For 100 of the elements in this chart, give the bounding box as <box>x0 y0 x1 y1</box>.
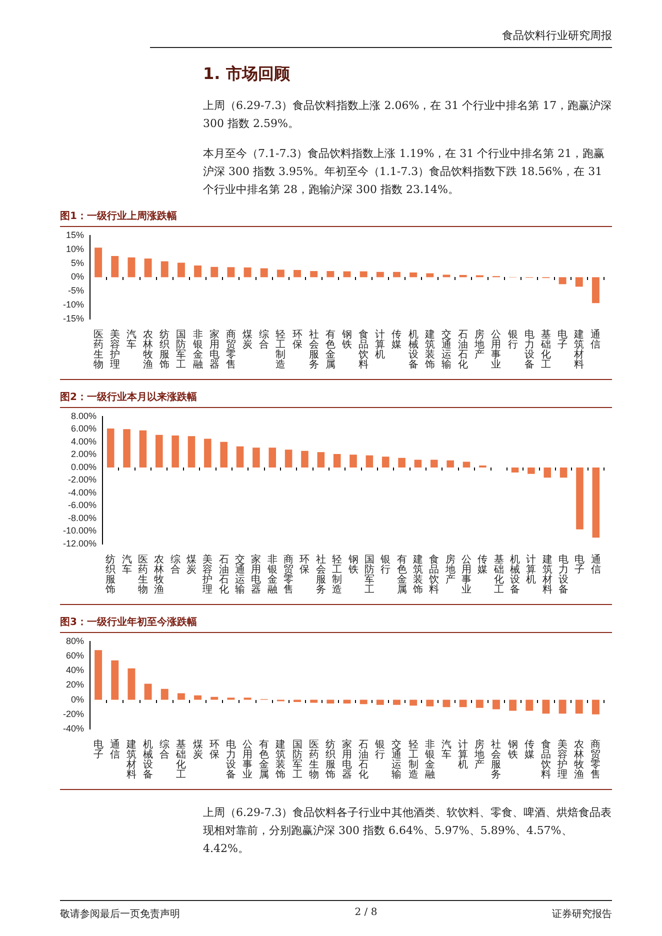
x-tick-label: 钢铁 <box>341 330 352 351</box>
x-tick-label: 国防军工 <box>176 330 186 371</box>
x-tick-label: 交通运输 <box>392 738 402 781</box>
x-tick-label: 基础化工 <box>540 328 551 371</box>
x-tick-label: 机械设备 <box>510 554 520 596</box>
bar <box>156 434 163 468</box>
bar <box>592 467 600 538</box>
bar <box>410 700 418 706</box>
bar <box>326 271 334 278</box>
bar <box>333 454 341 468</box>
x-tick-label: 房地产 <box>474 738 485 771</box>
x-tick-label: 石油石化 <box>358 740 369 781</box>
y-tick-label: 5% <box>70 258 84 268</box>
text: 本月至今（7.1-7.3）食品饮料指数上涨 1.19%，在 31 个行业中排名第 21，跑赢沪深 300 指数 3.95%。年初至今（1.1-7.3）食品饮料指数下跌 18.56%，在 31 个行业中排名第 28，跑输沪深 300 指数 23.14%。 <box>203 146 606 198</box>
x-tick-label: 煤炭 <box>242 328 253 351</box>
y-tick-label: -20% <box>62 708 84 719</box>
x-tick-label: 基础化工 <box>492 554 504 596</box>
bar <box>592 277 600 304</box>
bar <box>442 274 450 278</box>
x-tick-label: 商贸零售 <box>226 328 236 371</box>
y-tick-label: -10% <box>62 300 84 310</box>
y-tick-label: 10% <box>66 244 84 254</box>
bar <box>558 700 566 714</box>
bar <box>426 700 434 706</box>
text: 上周（6.29-7.3）食品饮料各子行业中其他酒类、软饮料、零食、啤酒、烘焙食品表现相对靠前，分别跑赢沪深 300 指数 6.64%、5.97%、5.89%、4.57%、4.42%。 <box>203 805 612 857</box>
bar <box>544 467 552 478</box>
bar <box>575 277 583 287</box>
bar <box>476 700 484 708</box>
bar <box>558 277 566 284</box>
x-tick-label: 电力设备 <box>524 328 534 371</box>
x-tick-label: 建筑装饰 <box>274 738 286 781</box>
bar <box>393 700 400 705</box>
bar <box>276 270 284 278</box>
x-tick-label: 综合 <box>259 328 270 351</box>
chart-title: 图3：一级行业年初至今涨跌幅 <box>60 615 612 633</box>
y-tick-label: -12.00% <box>62 538 97 548</box>
bar <box>139 430 147 468</box>
bar <box>220 442 228 468</box>
y-tick-label: 80% <box>66 636 84 646</box>
x-tick-label: 非银金融 <box>192 328 203 371</box>
x-tick-label: 社会服务 <box>308 328 319 371</box>
bar <box>210 266 218 278</box>
y-tick-label: -10.00% <box>62 526 97 536</box>
bar <box>94 248 102 278</box>
bar <box>194 265 202 278</box>
bar <box>177 262 185 278</box>
y-tick-label: -4.00% <box>68 487 97 498</box>
x-tick-label: 传媒 <box>524 740 534 761</box>
x-tick-label: 通信 <box>110 738 120 761</box>
x-tick-label: 商贸零售 <box>284 554 294 596</box>
bar <box>210 696 218 700</box>
bar <box>414 460 422 468</box>
x-tick-label: 房地产 <box>444 554 456 586</box>
x-tick-label: 社会服务 <box>316 554 326 596</box>
x-tick-label: 房地产 <box>474 328 485 361</box>
bar <box>393 272 400 278</box>
bar <box>576 467 584 530</box>
x-tick-label: 食品饮料 <box>428 554 440 596</box>
y-tick-label: 0.00% <box>70 462 97 472</box>
bar <box>430 460 438 468</box>
bar <box>492 700 500 710</box>
bar <box>382 456 390 468</box>
bar <box>106 428 114 468</box>
x-tick-label: 建筑装饰 <box>424 328 435 371</box>
x-tick-label: 有色金属 <box>396 554 407 596</box>
x-tick-label: 石油石化 <box>458 330 468 371</box>
x-tick-label: 纺织服饰 <box>104 554 116 596</box>
bar <box>526 700 534 711</box>
x-tick-label: 医药生物 <box>93 330 104 371</box>
y-tick-label: 2.00% <box>70 449 97 460</box>
x-tick-label: 商贸零售 <box>590 738 601 781</box>
x-tick-label: 汽车 <box>126 328 136 351</box>
x-tick-label: 计算机 <box>526 554 536 586</box>
bar <box>575 700 583 714</box>
y-tick-label: 15% <box>66 230 84 240</box>
bar <box>144 684 152 700</box>
y-tick-label: 20% <box>66 680 84 690</box>
x-tick-label: 建筑装饰 <box>412 554 423 596</box>
x-tick-label: 钢铁 <box>506 740 518 761</box>
x-tick-label: 美容护理 <box>202 554 213 596</box>
x-tick-label: 电子 <box>558 328 568 351</box>
bar <box>268 448 276 468</box>
x-tick-label: 电子 <box>93 738 104 761</box>
y-tick-label: 6.00% <box>70 424 97 434</box>
x-tick-label: 轻工制造 <box>408 738 418 781</box>
bar <box>426 273 434 278</box>
bar <box>294 270 301 278</box>
x-tick-label: 银行 <box>506 330 518 351</box>
x-tick-label: 有色金属 <box>259 738 270 781</box>
x-tick-label: 传媒 <box>478 554 488 576</box>
bar <box>236 446 244 468</box>
bar <box>446 460 454 468</box>
bar <box>410 272 418 278</box>
x-tick-label: 环保 <box>292 330 302 351</box>
bar <box>111 256 119 278</box>
bar <box>560 467 568 478</box>
x-tick-label: 医药生物 <box>308 740 319 781</box>
bar <box>398 458 406 468</box>
x-tick-label: 煤炭 <box>186 554 196 576</box>
x-tick-label: 家用电器 <box>251 554 262 596</box>
